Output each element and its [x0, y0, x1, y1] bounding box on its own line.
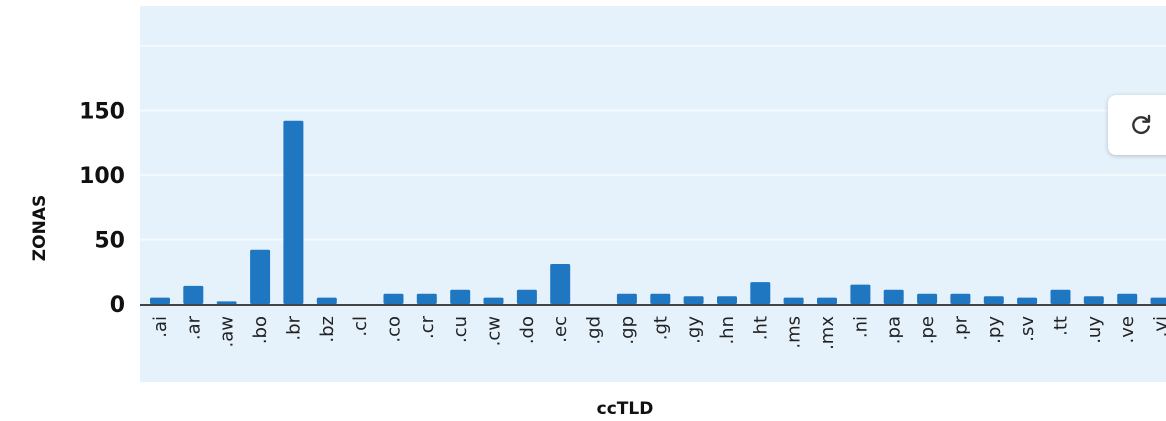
- y-tick-label: 150: [79, 100, 125, 125]
- x-tick-label: .gp: [617, 316, 638, 345]
- bar[interactable]: [483, 297, 504, 305]
- x-tick-label: .cw: [484, 316, 505, 346]
- bar[interactable]: [1150, 297, 1166, 305]
- bar[interactable]: [183, 285, 204, 304]
- bar[interactable]: [516, 289, 537, 304]
- refresh-button[interactable]: [1108, 95, 1166, 155]
- bar[interactable]: [683, 296, 704, 304]
- bar[interactable]: [717, 296, 737, 304]
- x-tick-label: .uy: [1084, 316, 1105, 344]
- bar[interactable]: [1117, 293, 1138, 304]
- x-tick-label: .cu: [450, 316, 471, 343]
- x-tick-label: .pe: [917, 316, 938, 344]
- bar[interactable]: [283, 120, 304, 304]
- bar[interactable]: [817, 297, 837, 305]
- bar[interactable]: [316, 297, 337, 305]
- bar[interactable]: [416, 293, 437, 304]
- y-tick-label: 50: [94, 229, 125, 254]
- plot-background: [140, 6, 1166, 382]
- bar[interactable]: [750, 282, 771, 304]
- bar[interactable]: [917, 293, 938, 304]
- x-tick-label: .aw: [217, 316, 238, 347]
- x-tick-label: .ni: [850, 316, 871, 338]
- x-tick-label: .tt: [1050, 316, 1071, 336]
- bar[interactable]: [450, 289, 471, 304]
- x-tick-label: .mx: [817, 316, 838, 350]
- x-tick-label: .hn: [717, 316, 738, 345]
- x-tick-label: .pa: [884, 316, 905, 344]
- x-tick-label: .gd: [584, 316, 605, 345]
- bar[interactable]: [783, 297, 804, 305]
- refresh-icon: [1132, 114, 1151, 135]
- x-tick-labels: .ai .ar .aw .bo .br .bz .cl .co .cr .cu .cw .do .ec.…: [150, 315, 1166, 350]
- x-tick-label: .cl: [350, 316, 371, 337]
- bar[interactable]: [1017, 297, 1038, 305]
- y-tick-labels: 0 50 100 150: [79, 100, 125, 319]
- x-tick-label: .co: [383, 316, 404, 343]
- bar[interactable]: [650, 293, 671, 304]
- x-tick-label: .do: [517, 316, 538, 344]
- bar[interactable]: [150, 297, 170, 305]
- y-tick-label: 100: [79, 164, 125, 189]
- x-tick-label: .ar: [183, 315, 204, 340]
- x-tick-label: .pr: [950, 315, 971, 340]
- bar[interactable]: [216, 301, 237, 304]
- bar[interactable]: [616, 293, 637, 304]
- x-tick-label: .bo: [250, 316, 271, 344]
- x-tick-label: .py: [984, 316, 1005, 344]
- y-axis-title: ZONAS: [30, 195, 50, 261]
- bar[interactable]: [1050, 289, 1071, 304]
- x-tick-label: .ms: [784, 316, 805, 349]
- x-tick-label: .ht: [750, 316, 771, 340]
- x-tick-label: .vi: [1151, 316, 1166, 337]
- x-axis-title: ccTLD: [597, 399, 654, 419]
- x-tick-label: .ve: [1117, 316, 1138, 343]
- bar[interactable]: [983, 296, 1004, 304]
- y-tick-label: 0: [110, 293, 125, 318]
- bar[interactable]: [850, 284, 871, 304]
- bar[interactable]: [1083, 296, 1104, 304]
- bar[interactable]: [950, 293, 971, 304]
- x-tick-label: .gt: [650, 316, 671, 340]
- x-tick-label: .ai: [150, 316, 171, 338]
- x-tick-label: .cr: [417, 315, 438, 339]
- x-tick-label: .ec: [550, 316, 571, 343]
- bar[interactable]: [883, 289, 904, 304]
- x-tick-label: .gy: [684, 316, 705, 344]
- x-tick-label: .br: [283, 315, 304, 340]
- bar[interactable]: [383, 293, 404, 304]
- gridlines: [140, 45, 1166, 241]
- bars: [150, 120, 1166, 305]
- bar[interactable]: [250, 249, 271, 304]
- bar[interactable]: [550, 264, 571, 304]
- x-tick-label: .bz: [317, 316, 338, 343]
- x-tick-label: .sv: [1017, 316, 1038, 342]
